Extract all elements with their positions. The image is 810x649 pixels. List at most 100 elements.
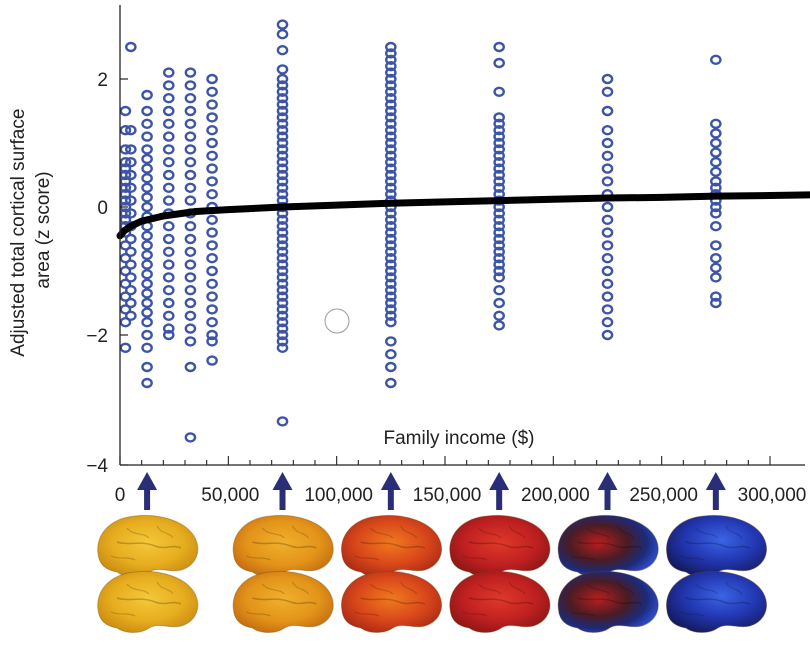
data-point xyxy=(385,150,397,162)
income-arrow xyxy=(380,472,401,510)
data-point xyxy=(493,285,505,296)
data-point xyxy=(119,195,132,206)
data-point xyxy=(710,166,722,178)
data-point xyxy=(385,80,397,91)
data-point xyxy=(710,147,722,158)
data-point xyxy=(184,67,197,78)
data-point xyxy=(206,355,218,366)
data-point xyxy=(601,176,614,187)
data-point xyxy=(493,320,505,331)
data-point xyxy=(601,265,614,277)
data-point xyxy=(276,176,289,187)
data-point xyxy=(206,86,218,98)
data-point xyxy=(141,249,153,261)
x-tick-label: 0 xyxy=(115,485,126,506)
data-point xyxy=(162,329,175,341)
data-point xyxy=(493,156,505,168)
data-point xyxy=(385,272,397,283)
x-tick-label: 200,000 xyxy=(521,485,590,506)
data-point xyxy=(601,240,614,251)
data-point xyxy=(385,144,397,155)
data-point xyxy=(276,86,289,98)
data-point xyxy=(276,233,289,245)
data-point xyxy=(710,253,722,264)
data-point xyxy=(141,329,153,341)
data-point xyxy=(141,105,153,117)
data-point xyxy=(184,297,197,309)
data-point xyxy=(184,432,197,443)
data-point xyxy=(385,118,397,130)
data-point xyxy=(493,233,505,245)
x-tick-label: 100,000 xyxy=(304,485,373,506)
data-point xyxy=(601,278,614,289)
data-point xyxy=(710,118,722,130)
data-point xyxy=(601,201,614,213)
data-point xyxy=(125,144,137,155)
data-point xyxy=(276,188,289,200)
data-point xyxy=(125,208,137,219)
data-point xyxy=(162,285,175,296)
data-point xyxy=(385,176,397,187)
data-point xyxy=(141,259,153,270)
data-point xyxy=(385,297,397,309)
data-point xyxy=(276,278,289,289)
data-point xyxy=(125,233,137,245)
data-point xyxy=(184,246,197,258)
data-point xyxy=(184,118,197,130)
data-point xyxy=(385,48,397,59)
data-point xyxy=(125,297,137,309)
brain-map-medial xyxy=(340,570,443,633)
data-point xyxy=(710,137,722,149)
data-point xyxy=(710,208,722,219)
data-point xyxy=(385,349,397,360)
data-point xyxy=(206,329,218,341)
data-point xyxy=(385,112,397,123)
data-point xyxy=(276,323,289,334)
data-point xyxy=(493,137,505,149)
data-point xyxy=(493,310,505,321)
data-point xyxy=(276,156,289,168)
data-point xyxy=(125,182,137,194)
data-point xyxy=(276,329,289,341)
data-point xyxy=(276,291,289,302)
brain-map-lateral xyxy=(665,514,768,577)
data-point xyxy=(276,259,289,270)
data-point xyxy=(385,156,397,168)
data-point xyxy=(162,259,175,270)
data-point xyxy=(276,144,289,155)
data-point xyxy=(125,169,137,181)
plot-area xyxy=(116,19,810,443)
data-point xyxy=(162,323,175,334)
data-point xyxy=(493,112,505,123)
data-point xyxy=(125,156,137,168)
data-point xyxy=(184,105,197,117)
data-point xyxy=(493,297,505,309)
income-arrow xyxy=(597,472,618,510)
data-point xyxy=(141,317,153,328)
data-point xyxy=(206,317,218,328)
data-point xyxy=(125,259,137,270)
data-point xyxy=(276,131,289,142)
data-point xyxy=(184,131,197,142)
brain-map-lateral xyxy=(557,514,659,577)
data-point xyxy=(601,73,614,85)
data-point xyxy=(141,307,153,318)
data-point xyxy=(206,240,218,251)
data-point xyxy=(385,253,397,264)
data-point xyxy=(710,182,722,194)
data-point xyxy=(206,99,218,110)
data-point xyxy=(184,169,197,181)
data-point xyxy=(141,240,153,251)
data-point xyxy=(162,156,175,168)
data-point xyxy=(141,118,153,130)
data-point xyxy=(385,73,397,85)
data-point xyxy=(385,54,397,65)
data-point xyxy=(276,285,289,296)
data-point xyxy=(141,269,153,280)
data-point xyxy=(119,342,132,353)
data-point xyxy=(493,272,505,283)
data-point xyxy=(184,195,197,206)
x-tick-label: 250,000 xyxy=(629,485,698,506)
data-point xyxy=(206,150,218,162)
data-point xyxy=(184,80,197,91)
